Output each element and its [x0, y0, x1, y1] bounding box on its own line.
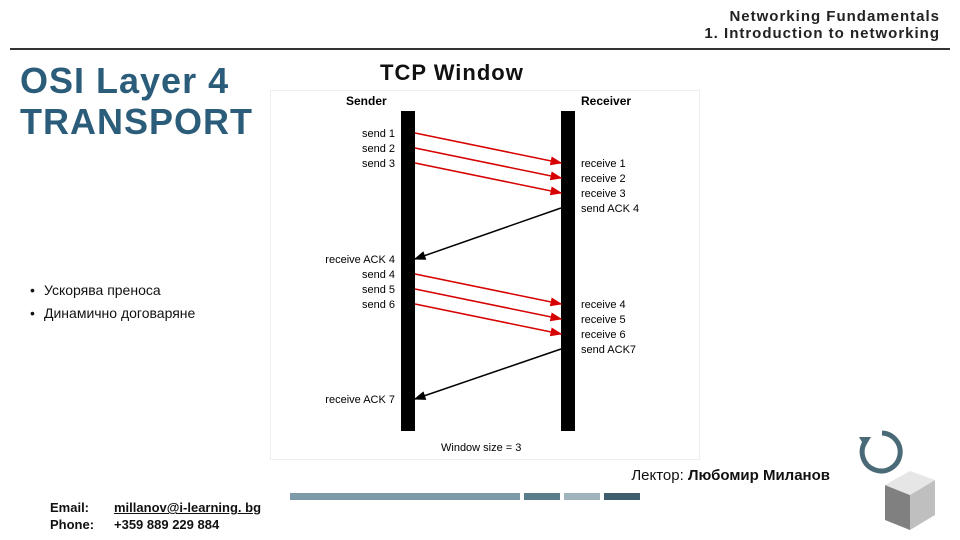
svg-text:receive 6: receive 6 [581, 329, 626, 341]
lecturer-label: Лектор: [631, 467, 688, 484]
svg-text:send 4: send 4 [362, 269, 395, 281]
header-divider [10, 48, 950, 50]
svg-text:receive 3: receive 3 [581, 188, 626, 200]
svg-text:send ACK7: send ACK7 [581, 344, 636, 356]
svg-text:receive ACK 4: receive ACK 4 [325, 254, 395, 266]
svg-text:Window size = 3: Window size = 3 [441, 442, 521, 454]
svg-text:receive 4: receive 4 [581, 299, 626, 311]
tcp-window-diagram: Sender Receiver send 1 send 2 send 3 receive … [270, 90, 700, 460]
email-label: Email: [50, 500, 96, 517]
list-item: •Ускорява преноса [30, 280, 195, 301]
list-item: •Динамично договаряне [30, 303, 195, 324]
svg-text:send 3: send 3 [362, 158, 395, 170]
diagram-title: TCP Window [380, 60, 524, 86]
footer-bars [290, 493, 640, 500]
slide-title: OSI Layer 4 TRANSPORT [20, 60, 260, 143]
svg-text:Sender: Sender [346, 94, 387, 108]
bullet-text: Ускорява преноса [44, 282, 161, 298]
svg-text:receive ACK 7: receive ACK 7 [325, 394, 395, 406]
footer-bar [604, 493, 640, 500]
slide-header: Networking Fundamentals 1. Introduction … [704, 8, 940, 42]
svg-text:send 1: send 1 [362, 128, 395, 140]
lecturer-line: Лектор: Любомир Миланов [631, 467, 830, 484]
logo-3d-icon [865, 465, 950, 535]
header-course: Networking Fundamentals [704, 8, 940, 25]
svg-text:send ACK 4: send ACK 4 [581, 203, 639, 215]
contact-block: Email: millanov@i-learning. bg Phone: +3… [50, 500, 261, 534]
svg-text:send 6: send 6 [362, 299, 395, 311]
title-line-1: OSI Layer 4 [20, 60, 260, 101]
footer-bar [564, 493, 600, 500]
footer-bar [524, 493, 560, 500]
email-value[interactable]: millanov@i-learning. bg [114, 500, 261, 517]
svg-text:send 2: send 2 [362, 143, 395, 155]
phone-label: Phone: [50, 517, 96, 534]
header-topic: 1. Introduction to networking [704, 25, 940, 42]
phone-value: +359 889 229 884 [114, 517, 219, 534]
bullet-list: •Ускорява преноса •Динамично договаряне [30, 280, 195, 326]
footer-bar [290, 493, 520, 500]
svg-text:receive 2: receive 2 [581, 173, 626, 185]
svg-text:Receiver: Receiver [581, 94, 631, 108]
svg-text:send 5: send 5 [362, 284, 395, 296]
bullet-text: Динамично договаряне [44, 305, 195, 321]
title-line-2: TRANSPORT [20, 101, 260, 142]
svg-text:receive 5: receive 5 [581, 314, 626, 326]
svg-text:receive 1: receive 1 [581, 158, 626, 170]
lecturer-name: Любомир Миланов [688, 467, 830, 484]
